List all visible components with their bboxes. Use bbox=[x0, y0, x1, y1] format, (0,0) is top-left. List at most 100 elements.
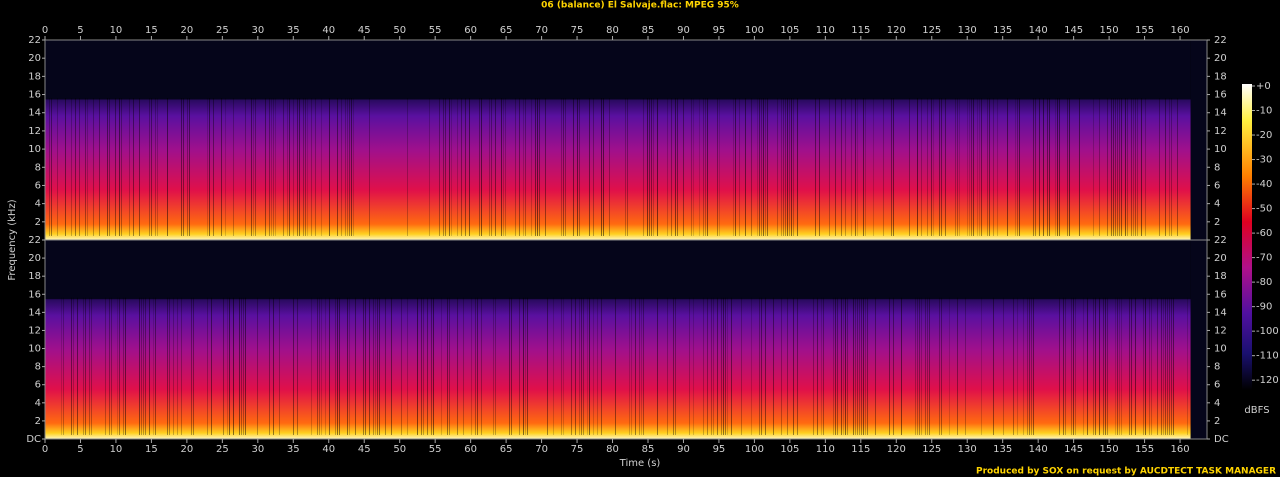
texture bbox=[337, 98, 338, 236]
x-tick-label: 5 bbox=[77, 25, 83, 36]
texture bbox=[297, 98, 298, 236]
y-tick-label: 16 bbox=[28, 90, 41, 101]
texture bbox=[1087, 297, 1088, 436]
x-tick-label: 95 bbox=[713, 25, 726, 36]
texture bbox=[1137, 98, 1138, 236]
texture bbox=[525, 98, 526, 236]
x-tick-label: 120 bbox=[887, 25, 906, 36]
x-tick-label: 45 bbox=[358, 444, 371, 455]
texture bbox=[979, 98, 980, 236]
y-tick-label: 2 bbox=[1214, 416, 1220, 427]
texture bbox=[253, 98, 254, 236]
texture bbox=[1111, 98, 1112, 236]
frame bbox=[44, 239, 1208, 440]
colorbar-label: dBFS bbox=[1244, 405, 1269, 416]
texture bbox=[241, 297, 242, 436]
texture bbox=[225, 98, 226, 236]
texture bbox=[125, 297, 126, 436]
texture bbox=[955, 98, 956, 236]
texture bbox=[741, 297, 742, 436]
texture bbox=[133, 98, 134, 236]
texture bbox=[1007, 98, 1008, 236]
texture bbox=[917, 98, 918, 236]
texture bbox=[821, 297, 822, 436]
texture bbox=[505, 98, 506, 236]
texture bbox=[61, 297, 62, 436]
y-tick-label: 6 bbox=[35, 380, 41, 391]
texture bbox=[491, 98, 492, 236]
y-tick-label: 10 bbox=[1214, 344, 1227, 355]
texture bbox=[91, 297, 92, 436]
texture bbox=[1073, 297, 1074, 436]
texture bbox=[457, 297, 458, 436]
texture bbox=[915, 297, 916, 436]
texture bbox=[479, 98, 480, 236]
texture bbox=[1083, 297, 1084, 436]
x-tick-label: 75 bbox=[571, 25, 584, 36]
x-tick-label: 70 bbox=[535, 25, 548, 36]
texture bbox=[939, 297, 940, 436]
texture bbox=[893, 297, 894, 436]
y-tick-label: 16 bbox=[28, 289, 41, 300]
texture bbox=[255, 98, 256, 236]
x-tick-label: 140 bbox=[1029, 25, 1048, 36]
texture bbox=[857, 98, 858, 236]
texture bbox=[797, 98, 798, 236]
texture bbox=[845, 297, 846, 436]
x-tick-label: 50 bbox=[393, 25, 406, 36]
texture bbox=[391, 297, 392, 436]
texture bbox=[765, 98, 766, 236]
texture bbox=[229, 297, 230, 436]
texture bbox=[941, 297, 942, 436]
texture bbox=[759, 98, 760, 236]
texture bbox=[509, 297, 510, 436]
texture bbox=[65, 98, 66, 236]
x-tick-label: 20 bbox=[181, 25, 194, 36]
texture bbox=[927, 98, 928, 236]
texture bbox=[1121, 297, 1122, 436]
texture bbox=[889, 297, 890, 436]
texture bbox=[1115, 297, 1116, 436]
texture bbox=[107, 98, 108, 236]
texture bbox=[1171, 98, 1172, 236]
texture bbox=[423, 297, 424, 436]
texture bbox=[189, 98, 190, 236]
texture bbox=[121, 98, 122, 236]
texture bbox=[191, 297, 192, 436]
texture bbox=[1033, 297, 1034, 436]
texture bbox=[675, 297, 676, 436]
colorbar-tick-label: -50 bbox=[1256, 204, 1272, 215]
texture bbox=[183, 98, 184, 236]
x-tick-label: 95 bbox=[713, 444, 726, 455]
texture bbox=[523, 297, 524, 436]
y-tick-label: 18 bbox=[1214, 71, 1227, 82]
x-tick-label: 80 bbox=[606, 25, 619, 36]
texture bbox=[1075, 297, 1076, 436]
texture bbox=[75, 98, 76, 236]
y-tick-label: 8 bbox=[35, 362, 41, 373]
texture bbox=[1055, 98, 1056, 236]
texture bbox=[949, 297, 950, 436]
texture bbox=[819, 98, 820, 236]
texture bbox=[1167, 297, 1168, 436]
texture bbox=[401, 297, 402, 436]
texture bbox=[1049, 98, 1050, 236]
texture bbox=[1115, 98, 1116, 236]
texture bbox=[929, 297, 930, 436]
x-tick-label: 20 bbox=[181, 444, 194, 455]
footer: Produced by SOX on request by AUCDTECT T… bbox=[976, 467, 1276, 477]
texture bbox=[501, 98, 502, 236]
texture bbox=[117, 297, 118, 436]
texture bbox=[493, 297, 494, 436]
texture bbox=[71, 297, 72, 436]
texture bbox=[917, 297, 918, 436]
x-tick-label: 0 bbox=[42, 444, 48, 455]
colorbar bbox=[1242, 84, 1252, 390]
texture bbox=[1107, 297, 1108, 436]
texture bbox=[129, 98, 130, 236]
texture bbox=[157, 98, 158, 236]
texture bbox=[731, 297, 732, 436]
spectrogram bbox=[45, 40, 1191, 240]
texture bbox=[275, 98, 276, 236]
